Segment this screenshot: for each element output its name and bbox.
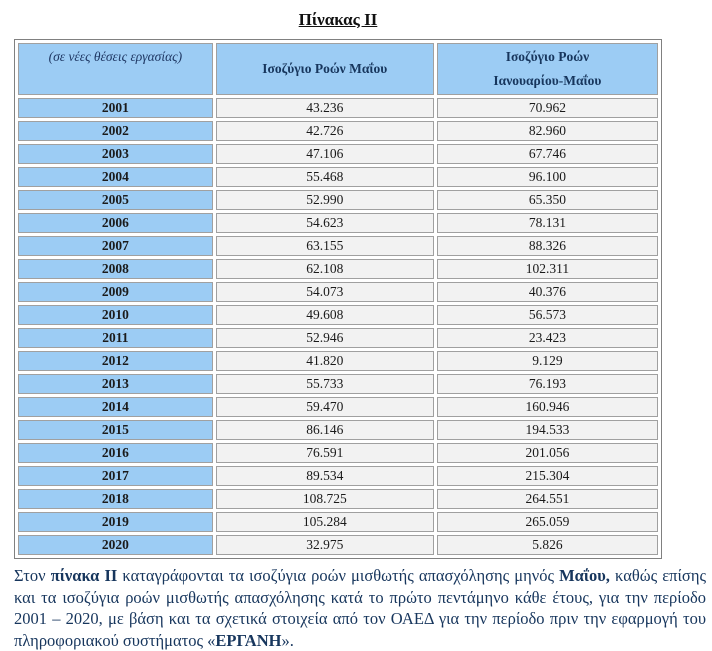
jan-may-value-cell: 160.946 — [436, 397, 658, 417]
may-value-cell: 42.726 — [215, 121, 434, 141]
table-row: 2020 32.975 5.826 — [18, 535, 658, 555]
may-value-cell: 55.468 — [215, 167, 434, 187]
may-value-cell: 59.470 — [215, 397, 434, 417]
table-row: 2002 42.726 82.960 — [18, 121, 658, 141]
jan-may-value-cell: 265.059 — [436, 512, 658, 532]
may-value-cell: 86.146 — [215, 420, 434, 440]
year-cell: 2017 — [18, 466, 213, 486]
jan-may-value-cell: 215.304 — [436, 466, 658, 486]
table-row: 2009 54.073 40.376 — [18, 282, 658, 302]
paragraph-segment: καταγράφονται τα ισοζύγια ροών μισθωτής … — [117, 566, 560, 585]
table-row: 2007 63.155 88.326 — [18, 236, 658, 256]
jan-may-value-cell: 88.326 — [436, 236, 658, 256]
jan-may-value-cell: 78.131 — [436, 213, 658, 233]
year-cell: 2016 — [18, 443, 213, 463]
employment-balance-table: (σε νέες θέσεις εργασίας) Ισοζύγιο Ροών … — [14, 39, 662, 559]
may-value-cell: 55.733 — [215, 374, 434, 394]
year-cell: 2008 — [18, 259, 213, 279]
paragraph-segment: Μαΐου, — [559, 566, 610, 585]
header-jan-may-line2: Ιανουαρίου-Μαΐου — [493, 73, 602, 88]
table-row: 2013 55.733 76.193 — [18, 374, 658, 394]
may-value-cell: 52.946 — [215, 328, 434, 348]
table-row: 2016 76.591 201.056 — [18, 443, 658, 463]
year-cell: 2019 — [18, 512, 213, 532]
jan-may-value-cell: 56.573 — [436, 305, 658, 325]
year-cell: 2003 — [18, 144, 213, 164]
may-value-cell: 62.108 — [215, 259, 434, 279]
table-row: 2015 86.146 194.533 — [18, 420, 658, 440]
year-cell: 2013 — [18, 374, 213, 394]
header-jan-may-line1: Ισοζύγιο Ροών — [505, 49, 590, 64]
year-cell: 2002 — [18, 121, 213, 141]
may-value-cell: 41.820 — [215, 351, 434, 371]
jan-may-value-cell: 82.960 — [436, 121, 658, 141]
may-value-cell: 49.608 — [215, 305, 434, 325]
year-cell: 2010 — [18, 305, 213, 325]
table-row: 2010 49.608 56.573 — [18, 305, 658, 325]
table-row: 2008 62.108 102.311 — [18, 259, 658, 279]
jan-may-value-cell: 67.746 — [436, 144, 658, 164]
header-cell-may-balance: Ισοζύγιο Ροών Μαΐου — [215, 43, 434, 95]
paragraph-segment: ». — [281, 630, 294, 650]
table-row: 2006 54.623 78.131 — [18, 213, 658, 233]
jan-may-value-cell: 76.193 — [436, 374, 658, 394]
jan-may-value-cell: 264.551 — [436, 489, 658, 509]
year-cell: 2014 — [18, 397, 213, 417]
year-cell: 2005 — [18, 190, 213, 210]
year-cell: 2009 — [18, 282, 213, 302]
table-row: 2018 108.725 264.551 — [18, 489, 658, 509]
header-row: (σε νέες θέσεις εργασίας) Ισοζύγιο Ροών … — [18, 43, 658, 95]
may-value-cell: 52.990 — [215, 190, 434, 210]
header-cell-units-label: (σε νέες θέσεις εργασίας) — [18, 43, 213, 95]
jan-may-value-cell: 194.533 — [436, 420, 658, 440]
table-row: 2017 89.534 215.304 — [18, 466, 658, 486]
paragraph-segment: Στον — [14, 566, 51, 585]
year-cell: 2018 — [18, 489, 213, 509]
may-value-cell: 89.534 — [215, 466, 434, 486]
jan-may-value-cell: 70.962 — [436, 98, 658, 118]
table-row: 2012 41.820 9.129 — [18, 351, 658, 371]
may-value-cell: 54.073 — [215, 282, 434, 302]
paragraph-segment: ΕΡΓΑΝΗ — [215, 630, 282, 650]
year-cell: 2020 — [18, 535, 213, 555]
year-cell: 2006 — [18, 213, 213, 233]
table-row: 2014 59.470 160.946 — [18, 397, 658, 417]
year-cell: 2004 — [18, 167, 213, 187]
table-row: 2011 52.946 23.423 — [18, 328, 658, 348]
description-text: Στον πίνακα ΙΙ καταγράφονται τα ισοζύγια… — [14, 565, 706, 651]
may-value-cell: 54.623 — [215, 213, 434, 233]
may-value-cell: 43.236 — [215, 98, 434, 118]
jan-may-value-cell: 9.129 — [436, 351, 658, 371]
year-cell: 2011 — [18, 328, 213, 348]
year-cell: 2007 — [18, 236, 213, 256]
table-row: 2003 47.106 67.746 — [18, 144, 658, 164]
paragraph-segment: πίνακα ΙΙ — [50, 566, 118, 585]
table-row: 2019 105.284 265.059 — [18, 512, 658, 532]
may-value-cell: 47.106 — [215, 144, 434, 164]
year-cell: 2001 — [18, 98, 213, 118]
jan-may-value-cell: 40.376 — [436, 282, 658, 302]
may-value-cell: 63.155 — [215, 236, 434, 256]
header-cell-jan-may-balance: Ισοζύγιο Ροών Ιανουαρίου-Μαΐου — [436, 43, 658, 95]
jan-may-value-cell: 201.056 — [436, 443, 658, 463]
year-cell: 2012 — [18, 351, 213, 371]
jan-may-value-cell: 65.350 — [436, 190, 658, 210]
jan-may-value-cell: 23.423 — [436, 328, 658, 348]
year-cell: 2015 — [18, 420, 213, 440]
table-row: 2004 55.468 96.100 — [18, 167, 658, 187]
jan-may-value-cell: 96.100 — [436, 167, 658, 187]
may-value-cell: 105.284 — [215, 512, 434, 532]
table-row: 2005 52.990 65.350 — [18, 190, 658, 210]
may-value-cell: 76.591 — [215, 443, 434, 463]
jan-may-value-cell: 5.826 — [436, 535, 658, 555]
table-row: 2001 43.236 70.962 — [18, 98, 658, 118]
table-title: Πίνακας ΙΙ — [298, 10, 378, 29]
may-value-cell: 108.725 — [215, 489, 434, 509]
may-value-cell: 32.975 — [215, 535, 434, 555]
jan-may-value-cell: 102.311 — [436, 259, 658, 279]
